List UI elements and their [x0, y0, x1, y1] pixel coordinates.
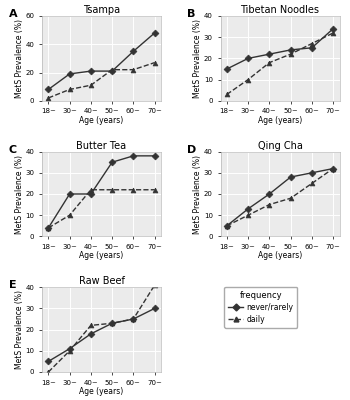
never/rarely — [110, 69, 114, 74]
daily — [246, 77, 250, 82]
never/rarely — [89, 69, 93, 74]
daily — [288, 52, 293, 56]
Line: daily: daily — [46, 60, 157, 100]
never/rarely — [331, 26, 335, 31]
daily — [153, 187, 157, 192]
Y-axis label: MetS Prevalence (%): MetS Prevalence (%) — [15, 154, 24, 234]
Line: never/rarely: never/rarely — [224, 166, 336, 228]
daily — [131, 67, 135, 72]
daily — [110, 187, 114, 192]
daily — [288, 196, 293, 201]
daily — [68, 348, 72, 353]
never/rarely — [131, 317, 135, 322]
daily — [225, 92, 229, 97]
Y-axis label: MetS Prevalence (%): MetS Prevalence (%) — [15, 290, 24, 369]
never/rarely — [288, 48, 293, 52]
daily — [46, 96, 50, 100]
Title: Tibetan Noodles: Tibetan Noodles — [240, 5, 320, 15]
daily — [153, 60, 157, 65]
never/rarely — [46, 226, 50, 230]
never/rarely — [246, 56, 250, 61]
never/rarely — [89, 192, 93, 196]
never/rarely — [288, 175, 293, 180]
daily — [131, 187, 135, 192]
Text: C: C — [9, 145, 17, 155]
daily — [46, 370, 50, 374]
never/rarely — [131, 49, 135, 54]
Title: Qing Cha: Qing Cha — [258, 141, 302, 151]
Line: daily: daily — [224, 30, 336, 97]
never/rarely — [131, 154, 135, 158]
never/rarely — [68, 72, 72, 76]
X-axis label: Age (years): Age (years) — [79, 252, 124, 260]
never/rarely — [153, 30, 157, 35]
X-axis label: Age (years): Age (years) — [79, 116, 124, 125]
Text: E: E — [9, 280, 16, 290]
Line: never/rarely: never/rarely — [46, 306, 157, 364]
daily — [153, 283, 157, 288]
daily — [46, 226, 50, 230]
never/rarely — [225, 66, 229, 71]
Line: daily: daily — [46, 283, 157, 374]
daily — [310, 181, 314, 186]
Line: daily: daily — [224, 166, 336, 228]
daily — [267, 202, 272, 207]
Text: A: A — [9, 9, 17, 19]
never/rarely — [267, 192, 272, 196]
Line: never/rarely: never/rarely — [46, 154, 157, 230]
never/rarely — [110, 321, 114, 326]
Y-axis label: MetS Prevalence (%): MetS Prevalence (%) — [194, 19, 202, 98]
Text: D: D — [187, 145, 196, 155]
X-axis label: Age (years): Age (years) — [258, 116, 302, 125]
never/rarely — [331, 166, 335, 171]
daily — [89, 323, 93, 328]
never/rarely — [46, 87, 50, 92]
Text: B: B — [187, 9, 196, 19]
Line: never/rarely: never/rarely — [224, 26, 336, 72]
daily — [246, 213, 250, 218]
daily — [131, 317, 135, 322]
daily — [310, 41, 314, 46]
never/rarely — [46, 359, 50, 364]
Y-axis label: MetS Prevalence (%): MetS Prevalence (%) — [15, 19, 24, 98]
daily — [89, 187, 93, 192]
never/rarely — [68, 346, 72, 351]
never/rarely — [225, 223, 229, 228]
never/rarely — [110, 160, 114, 165]
never/rarely — [153, 306, 157, 311]
Y-axis label: MetS Prevalence (%): MetS Prevalence (%) — [194, 154, 202, 234]
daily — [68, 87, 72, 92]
daily — [331, 166, 335, 171]
Line: daily: daily — [46, 187, 157, 230]
Title: Butter Tea: Butter Tea — [76, 141, 127, 151]
daily — [331, 30, 335, 35]
X-axis label: Age (years): Age (years) — [79, 387, 124, 396]
never/rarely — [153, 154, 157, 158]
daily — [68, 213, 72, 218]
Title: Raw Beef: Raw Beef — [78, 276, 125, 286]
daily — [267, 60, 272, 65]
never/rarely — [310, 170, 314, 175]
daily — [110, 321, 114, 326]
daily — [110, 67, 114, 72]
never/rarely — [267, 52, 272, 56]
Title: Tsampa: Tsampa — [83, 5, 120, 15]
never/rarely — [246, 206, 250, 211]
never/rarely — [310, 45, 314, 50]
daily — [225, 223, 229, 228]
Legend: never/rarely, daily: never/rarely, daily — [224, 287, 297, 328]
never/rarely — [68, 192, 72, 196]
never/rarely — [89, 332, 93, 336]
X-axis label: Age (years): Age (years) — [258, 252, 302, 260]
daily — [89, 83, 93, 88]
Line: never/rarely: never/rarely — [46, 30, 157, 92]
